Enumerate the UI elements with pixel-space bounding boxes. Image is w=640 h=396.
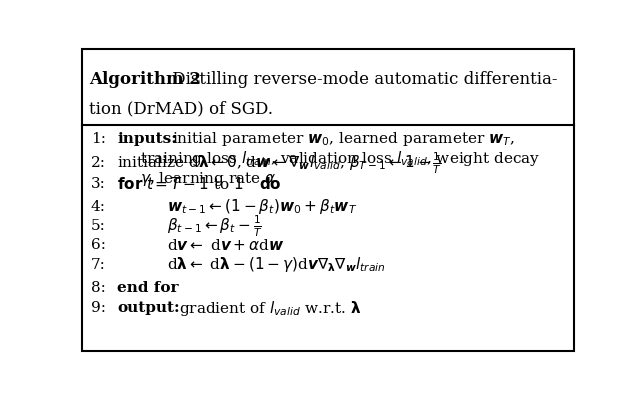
Text: 1:: 1: [91, 132, 106, 146]
Text: $\boldsymbol{w}_{t-1} \leftarrow (1 - \beta_t)\boldsymbol{w}_0 + \beta_t\boldsym: $\boldsymbol{w}_{t-1} \leftarrow (1 - \b… [167, 197, 357, 216]
Text: 8:: 8: [91, 281, 106, 295]
Text: gradient of $l_{valid}$ w.r.t. $\boldsymbol{\lambda}$: gradient of $l_{valid}$ w.r.t. $\boldsym… [179, 299, 362, 318]
Text: Algorithm 2: Algorithm 2 [89, 71, 201, 88]
Text: training loss $l_{train}$, validation loss $l_{valid}$, weight decay: training loss $l_{train}$, validation lo… [140, 149, 540, 168]
Text: initialize d$\boldsymbol{\lambda} \leftarrow 0$, d$\boldsymbol{w} \leftarrow \na: initialize d$\boldsymbol{\lambda} \lefta… [117, 150, 442, 176]
Text: 5:: 5: [91, 219, 106, 233]
FancyBboxPatch shape [83, 49, 573, 125]
Text: inputs:: inputs: [117, 132, 177, 146]
Text: d$\boldsymbol{\lambda} \leftarrow$ d$\boldsymbol{\lambda} - (1 - \gamma)$d$\bold: d$\boldsymbol{\lambda} \leftarrow$ d$\bo… [167, 255, 385, 274]
Text: output:: output: [117, 301, 180, 315]
Text: 3:: 3: [91, 177, 106, 191]
Text: Distilling reverse-mode automatic differentia-: Distilling reverse-mode automatic differ… [167, 71, 557, 88]
Text: 6:: 6: [91, 238, 106, 252]
Text: initial parameter $\boldsymbol{w}_0$, learned parameter $\boldsymbol{w}_T$,: initial parameter $\boldsymbol{w}_0$, le… [172, 130, 515, 148]
Text: $\mathbf{do}$: $\mathbf{do}$ [259, 176, 281, 192]
FancyBboxPatch shape [83, 49, 573, 351]
Text: tion (DrMAD) of SGD.: tion (DrMAD) of SGD. [89, 100, 273, 117]
Text: end for: end for [117, 281, 179, 295]
Text: $\beta_{t-1} \leftarrow \beta_t - \frac{1}{T}$: $\beta_{t-1} \leftarrow \beta_t - \frac{… [167, 213, 262, 239]
Text: 4:: 4: [91, 200, 106, 214]
Text: $\gamma$, learning rate $\alpha$: $\gamma$, learning rate $\alpha$ [140, 169, 276, 188]
Text: $t = T - 1$ to $1$: $t = T - 1$ to $1$ [146, 176, 244, 192]
Text: d$\boldsymbol{v} \leftarrow$ d$\boldsymbol{v} + \alpha$d$\boldsymbol{w}$: d$\boldsymbol{v} \leftarrow$ d$\boldsymb… [167, 238, 284, 253]
Text: 7:: 7: [91, 258, 106, 272]
Text: 2:: 2: [91, 156, 106, 170]
Text: 9:: 9: [91, 301, 106, 315]
Text: $\mathbf{for}$: $\mathbf{for}$ [117, 176, 144, 192]
